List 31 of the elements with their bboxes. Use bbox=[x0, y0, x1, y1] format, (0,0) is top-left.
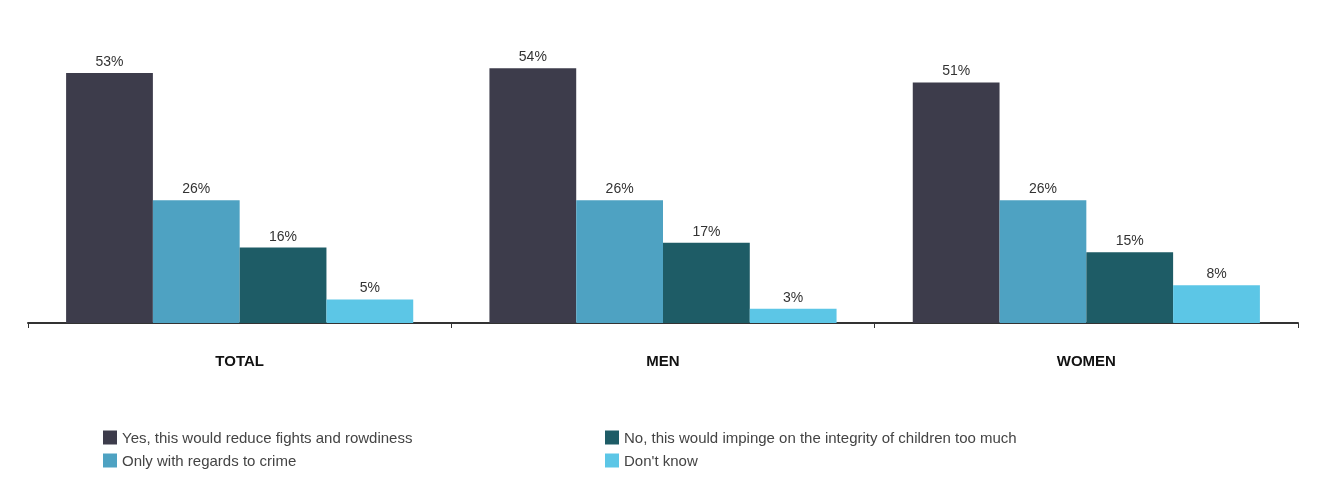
x-tick-label: WOMEN bbox=[1056, 352, 1116, 369]
legend-label: Only with regards to crime bbox=[122, 452, 297, 469]
bar bbox=[239, 247, 327, 323]
data-label: 26% bbox=[605, 180, 634, 197]
bar bbox=[999, 200, 1087, 323]
bar bbox=[489, 68, 577, 323]
x-tick-label: TOTAL bbox=[215, 352, 264, 369]
bar bbox=[663, 242, 750, 323]
bar bbox=[749, 308, 837, 323]
data-label: 16% bbox=[269, 227, 298, 244]
data-label: 5% bbox=[359, 279, 380, 296]
legend-label: Don't know bbox=[624, 452, 698, 469]
x-tick-label: MEN bbox=[646, 352, 680, 369]
bar bbox=[152, 200, 240, 323]
data-label: 51% bbox=[942, 62, 971, 79]
data-label: 17% bbox=[692, 222, 721, 239]
bar bbox=[576, 200, 663, 323]
legend-label: No, this would impinge on the integrity of children too much bbox=[624, 429, 1017, 446]
bar bbox=[912, 82, 1000, 323]
data-label: 26% bbox=[1028, 180, 1057, 197]
legend-label: Yes, this would reduce fights and rowdiness bbox=[122, 429, 413, 446]
data-label: 8% bbox=[1206, 265, 1227, 282]
data-label: 54% bbox=[518, 48, 547, 65]
bar bbox=[1086, 252, 1174, 323]
bar bbox=[66, 73, 153, 323]
bar bbox=[326, 299, 414, 323]
data-label: 15% bbox=[1115, 232, 1144, 249]
bar bbox=[1173, 285, 1260, 323]
data-label: 26% bbox=[182, 180, 211, 197]
data-label: 3% bbox=[783, 288, 804, 305]
data-label: 53% bbox=[95, 53, 124, 70]
